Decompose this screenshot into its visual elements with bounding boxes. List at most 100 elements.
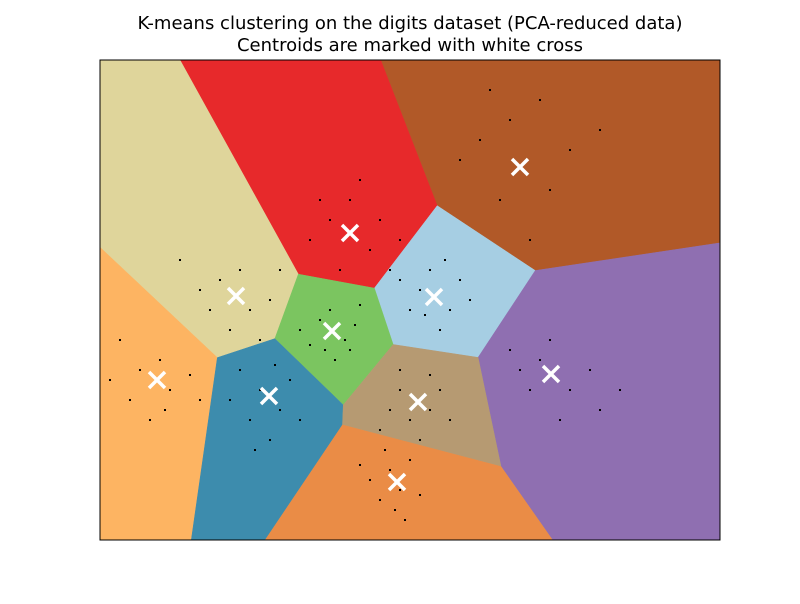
data-point <box>249 309 251 311</box>
data-point <box>249 419 251 421</box>
data-point <box>279 269 281 271</box>
data-point <box>449 419 451 421</box>
data-point <box>444 259 446 261</box>
centroid-cross <box>424 287 444 307</box>
data-point <box>399 279 401 281</box>
data-point <box>559 419 561 421</box>
data-point <box>299 329 301 331</box>
data-point <box>159 359 161 361</box>
data-point <box>189 374 191 376</box>
data-point <box>409 459 411 461</box>
data-point <box>404 519 406 521</box>
data-point <box>354 324 356 326</box>
data-point <box>509 119 511 121</box>
data-point <box>399 389 401 391</box>
data-point <box>319 319 321 321</box>
centroids <box>147 157 561 492</box>
data-point <box>269 439 271 441</box>
data-point <box>279 409 281 411</box>
data-point <box>349 199 351 201</box>
data-point <box>369 249 371 251</box>
data-point <box>329 219 331 221</box>
data-point <box>599 409 601 411</box>
data-point <box>239 269 241 271</box>
data-point <box>459 159 461 161</box>
data-point <box>119 339 121 341</box>
data-point <box>359 179 361 181</box>
data-point <box>339 269 341 271</box>
data-point <box>409 309 411 311</box>
data-point <box>129 399 131 401</box>
data-point <box>389 409 391 411</box>
data-point <box>429 269 431 271</box>
data-point <box>539 99 541 101</box>
data-point <box>324 349 326 351</box>
data-point <box>429 374 431 376</box>
data-point <box>349 349 351 351</box>
data-point <box>499 199 501 201</box>
data-point <box>384 449 386 451</box>
data-point <box>399 489 401 491</box>
centroid-cross <box>226 286 246 306</box>
data-point <box>419 439 421 441</box>
data-point <box>439 389 441 391</box>
data-point <box>599 129 601 131</box>
data-point <box>299 419 301 421</box>
points <box>109 89 621 521</box>
centroid-cross <box>387 472 407 492</box>
data-point <box>569 389 571 391</box>
data-point <box>399 239 401 241</box>
data-point <box>509 349 511 351</box>
data-point <box>289 379 291 381</box>
data-point <box>209 309 211 311</box>
data-point <box>179 259 181 261</box>
centroid-cross <box>340 223 360 243</box>
data-point <box>259 339 261 341</box>
data-point <box>409 419 411 421</box>
data-point <box>549 189 551 191</box>
data-point <box>274 364 276 366</box>
data-point <box>139 369 141 371</box>
data-point <box>254 449 256 451</box>
data-point <box>169 389 171 391</box>
data-point <box>344 339 346 341</box>
data-point <box>539 359 541 361</box>
data-point <box>199 399 201 401</box>
data-point <box>529 389 531 391</box>
data-point <box>569 149 571 151</box>
chart-title: K-means clustering on the digits dataset… <box>138 13 683 34</box>
data-point <box>379 499 381 501</box>
data-point <box>589 369 591 371</box>
data-point <box>359 464 361 466</box>
data-point <box>259 389 261 391</box>
data-point <box>149 419 151 421</box>
data-point <box>449 309 451 311</box>
data-point <box>359 304 361 306</box>
data-point <box>229 329 231 331</box>
data-point <box>369 479 371 481</box>
centroid-cross <box>408 392 428 412</box>
centroid-cross <box>541 364 561 384</box>
plot-frame <box>99 59 721 541</box>
data-point <box>619 389 621 391</box>
data-point <box>219 279 221 281</box>
data-point <box>419 494 421 496</box>
chart-subtitle: Centroids are marked with white cross <box>237 35 583 56</box>
data-point <box>459 279 461 281</box>
data-point <box>109 379 111 381</box>
data-point <box>309 239 311 241</box>
data-point <box>334 359 336 361</box>
centroid-cross <box>510 157 530 177</box>
data-point <box>489 89 491 91</box>
data-point <box>439 329 441 331</box>
data-point <box>529 239 531 241</box>
data-point <box>519 369 521 371</box>
data-point <box>424 314 426 316</box>
centroid-cross <box>147 370 167 390</box>
data-point <box>399 369 401 371</box>
data-point <box>309 344 311 346</box>
data-point <box>379 429 381 431</box>
data-point <box>549 339 551 341</box>
data-point <box>199 289 201 291</box>
